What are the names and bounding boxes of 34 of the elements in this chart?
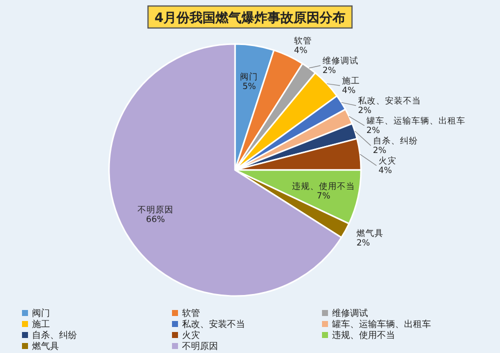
data-label: 2% <box>366 126 380 136</box>
slice-label: 违规、使用不当 <box>292 180 356 192</box>
legend-label: 自杀、纠纷 <box>32 330 77 341</box>
slice-label: 燃气具 <box>356 228 384 239</box>
data-label: 4% <box>378 166 392 176</box>
legend-label: 私改、安装不当 <box>182 319 245 330</box>
slice-label: 施工 <box>342 76 360 87</box>
chart-title: 4月份我国燃气爆炸事故原因分布 <box>154 10 346 26</box>
data-label: 66% <box>146 215 165 226</box>
legend-label: 违规、使用不当 <box>332 330 395 341</box>
legend-label: 燃气具 <box>32 341 59 352</box>
legend-label: 维修调试 <box>332 308 368 319</box>
slice-label: 自杀、纠纷 <box>372 136 418 147</box>
legend-label: 施工 <box>32 319 50 330</box>
data-label: 2% <box>372 146 386 156</box>
legend-label: 不明原因 <box>182 341 218 352</box>
slice-label: 维修调试 <box>322 56 358 67</box>
data-label: 2% <box>322 66 336 76</box>
slice-label: 阀门 <box>240 71 258 82</box>
data-label: 5% <box>242 82 256 92</box>
slice-label: 软管 <box>294 36 312 47</box>
legend-label: 阀门 <box>32 308 50 319</box>
legend-label: 罐车、运输车辆、出租车 <box>332 319 431 330</box>
slice-label: 罐车、运输车辆、出租车 <box>366 116 466 127</box>
data-label: 7% <box>316 191 330 202</box>
data-label: 4% <box>342 86 356 96</box>
data-label: 2% <box>356 238 370 248</box>
data-label: 2% <box>358 106 372 116</box>
legend-label: 软管 <box>182 308 200 319</box>
slice-label: 私改、安装不当 <box>358 96 422 107</box>
slice-label: 火灾 <box>378 156 397 167</box>
data-label: 4% <box>294 46 308 56</box>
legend-label: 火灾 <box>182 330 200 341</box>
slice-label: 不明原因 <box>138 204 174 216</box>
